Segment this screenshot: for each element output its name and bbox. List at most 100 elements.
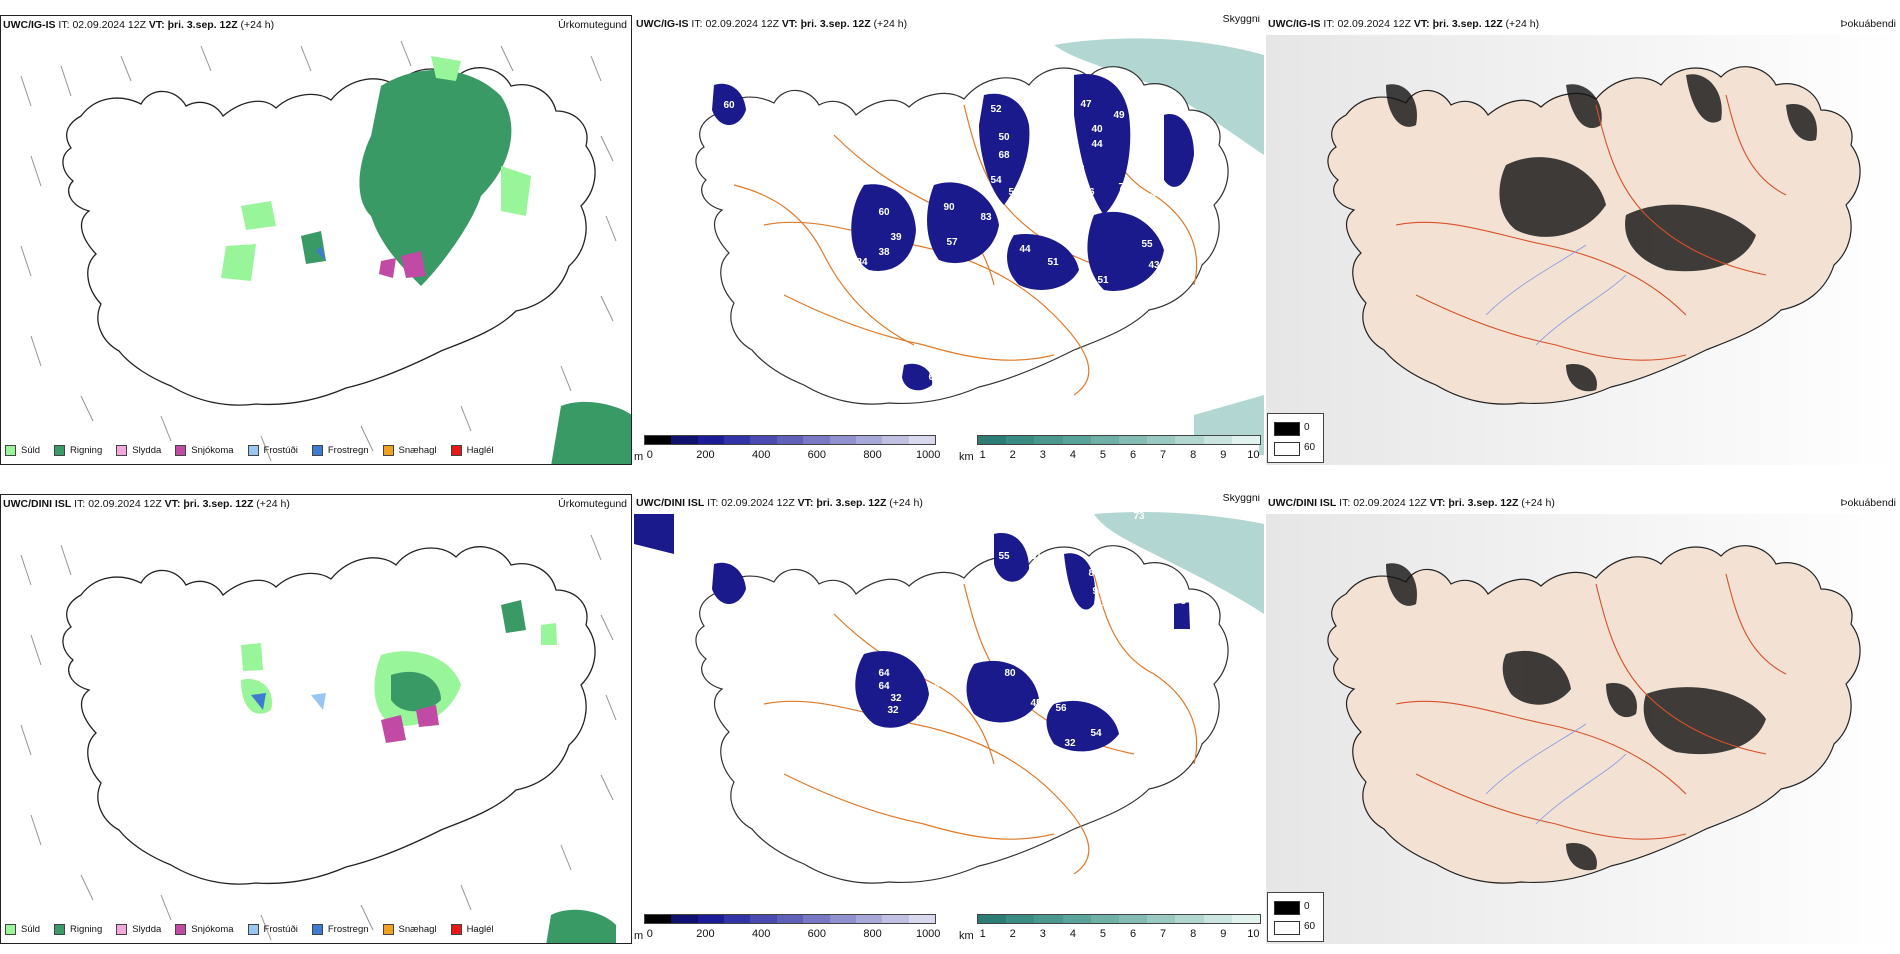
scale-swatch xyxy=(1034,436,1063,444)
cloud-visibility-panel: UWC/IG-IS IT: 02.09.2024 12Z VT: þri. 3.… xyxy=(634,15,1264,465)
scale-tick-label: 200 xyxy=(696,449,715,461)
cloud-label: 39 xyxy=(890,232,902,243)
cloud-label: 82 xyxy=(928,858,940,869)
precip-map xyxy=(20,534,617,943)
scale-swatch xyxy=(908,915,935,923)
scale-tick-label: 4 xyxy=(1069,928,1076,940)
legend-item: Haglél xyxy=(450,445,494,456)
scale-swatch xyxy=(1006,436,1035,444)
scale-tick-label: 1000 xyxy=(915,928,941,940)
precip-legend: Súld Rigning Slydda Snjókoma Frostúði Fr… xyxy=(5,445,494,456)
scale-tick-label: 600 xyxy=(807,449,827,461)
scale-swatch xyxy=(882,915,909,923)
scale-swatch xyxy=(776,915,804,923)
cloud-label: 52 xyxy=(990,104,1002,115)
cloud-label: 43 xyxy=(995,244,1007,255)
scale-swatch xyxy=(1062,915,1091,923)
precip-areas xyxy=(241,600,616,943)
cloud-label: 68 xyxy=(928,372,940,383)
scale-tick-label: 9 xyxy=(1220,928,1227,940)
legend-item: Slydda xyxy=(116,924,161,935)
cloud-label: 80 xyxy=(1004,668,1016,679)
scale-tick-label: 5 xyxy=(1099,928,1107,940)
fog-key: 0 60 xyxy=(1267,413,1324,463)
fog-rivers xyxy=(1485,723,1627,825)
scale-swatch xyxy=(697,436,725,444)
cloud-base-scale: m 0 200 400 600 800 1000 xyxy=(634,435,940,463)
cloud-label: 76 xyxy=(1118,182,1130,193)
cloud-label: 442 xyxy=(1151,189,1168,200)
cloud-visibility-panel: UWC/DINI ISL IT: 02.09.2024 12Z VT: þri.… xyxy=(634,494,1264,944)
panel-title: UWC/IG-IS IT: 02.09.2024 12Z VT: þri. 3.… xyxy=(1268,18,1540,30)
scale-tick-label: 3 xyxy=(1039,928,1046,940)
scale-tick-label: 1 xyxy=(979,449,986,461)
scale-tick-label: 2 xyxy=(1009,928,1016,940)
scale-tick-label: 800 xyxy=(863,449,882,461)
cloud-base-areas xyxy=(712,533,1190,752)
scale-swatch xyxy=(671,436,698,444)
scale-tick-label: 10 xyxy=(1247,449,1260,461)
cloud-label: 52 xyxy=(925,257,937,268)
scale-tick-label: 6 xyxy=(1129,928,1137,940)
precip-type-panel: UWC/IG-IS IT: 02.09.2024 12Z VT: þri. 3.… xyxy=(0,15,632,465)
scale-tick-label: 3 xyxy=(1039,449,1046,461)
cloud-label: 55 xyxy=(1141,239,1153,250)
cloud-label: 34 xyxy=(858,718,870,729)
panel-name: Þokuábendi xyxy=(1840,497,1896,509)
cloud-label: 66 xyxy=(1046,117,1058,128)
model-row-1: UWC/IG-IS IT: 02.09.2024 12Z VT: þri. 3.… xyxy=(0,15,1900,475)
scale-tick-label: 7 xyxy=(1160,449,1167,461)
scale-swatch xyxy=(978,915,1007,923)
legend-item: Snæhagl xyxy=(382,924,437,935)
cloud-label: 45 xyxy=(1115,708,1127,719)
cloud-label: 51 xyxy=(1047,257,1059,268)
scale-swatch xyxy=(645,915,672,923)
cloud-label: 60 xyxy=(878,207,890,218)
scale-swatch xyxy=(645,436,672,444)
cloud-label: 60 xyxy=(723,100,735,111)
fog-panel: UWC/DINI ISL IT: 02.09.2024 12Z VT: þri.… xyxy=(1266,494,1900,944)
scale-swatch xyxy=(1175,436,1204,444)
scale-swatch xyxy=(1147,436,1176,444)
panel-title: UWC/IG-IS IT: 02.09.2024 12Z VT: þri. 3.… xyxy=(636,18,908,30)
cloud-base-labels: 73 55 51 83 90 12 34 64 64 43 37 80 32 3… xyxy=(858,511,1192,874)
cloud-label: 44 xyxy=(1091,139,1103,150)
scale-swatch xyxy=(1090,436,1120,444)
cloud-label: 38 xyxy=(878,247,890,258)
scale-tick-label: 2 xyxy=(1009,449,1016,461)
cloud-label: 45 xyxy=(1030,698,1042,709)
cloud-label: 45 xyxy=(914,715,926,726)
legend-item: Frostregn xyxy=(311,924,369,935)
scale-swatch xyxy=(1231,436,1261,444)
scale-swatch xyxy=(1090,915,1120,923)
legend-item: Súld xyxy=(5,445,40,456)
cloud-label: 43 xyxy=(928,683,940,694)
scale-swatch xyxy=(1203,915,1232,923)
scale-tick-label: 7 xyxy=(1160,928,1167,940)
scale-tick-label: 0 xyxy=(646,449,653,461)
cloud-label: 86 xyxy=(1115,204,1127,215)
panel-title: UWC/IG-IS IT: 02.09.2024 12Z VT: þri. 3.… xyxy=(3,19,275,31)
cloud-label: 56 xyxy=(1055,703,1067,714)
cloud-label: 49 xyxy=(1113,110,1125,121)
scale-tick-label: 400 xyxy=(751,449,771,461)
precip-type-panel: UWC/DINI ISL IT: 02.09.2024 12Z VT: þri.… xyxy=(0,494,632,944)
cloud-label: 67 xyxy=(1040,129,1052,140)
precip-areas xyxy=(221,56,631,464)
cloud-label: 51 xyxy=(1097,275,1109,286)
scale-swatch xyxy=(1119,436,1148,444)
legend-item: Slydda xyxy=(116,445,161,456)
scale-swatch xyxy=(829,436,856,444)
scale-tick-label: 6 xyxy=(1129,449,1137,461)
scale-swatch xyxy=(803,915,830,923)
cloud-label: 18 xyxy=(913,863,925,874)
cloud-label: 63 xyxy=(1112,686,1124,697)
scale-swatch xyxy=(697,915,725,923)
scale-swatch xyxy=(803,436,830,444)
scale-swatch xyxy=(750,436,777,444)
cloud-label: 55 xyxy=(998,551,1010,562)
fog-shading xyxy=(1386,74,1817,392)
cloud-label: 55 xyxy=(1008,187,1020,198)
cloud-map: 52 39 47 49 66 67 67 40 44 38 50 68 68 5… xyxy=(695,38,1264,455)
fog-shading xyxy=(1386,563,1766,871)
